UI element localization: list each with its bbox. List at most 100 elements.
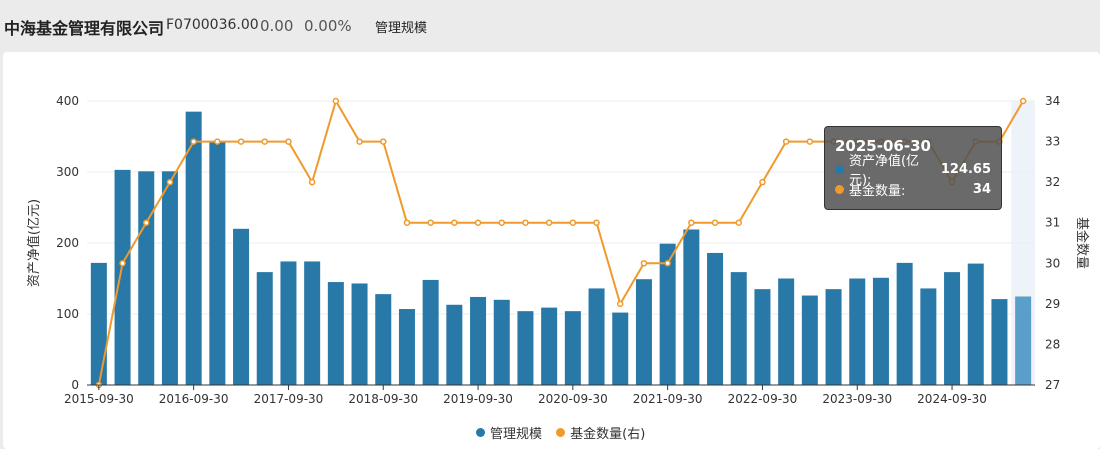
fund-count-point-2019-12-31[interactable]	[498, 219, 505, 226]
y-right-tick-label: 27	[1045, 378, 1060, 392]
bar-2024-09-30[interactable]	[944, 272, 961, 385]
fund-count-point-2019-09-30[interactable]	[474, 219, 482, 226]
fund-count-point-2022-12-31[interactable]	[782, 138, 790, 145]
fund-count-point-2017-03-31[interactable]	[237, 138, 245, 145]
y-right-tick-label: 33	[1045, 135, 1060, 149]
fund-count-point-2020-06-30[interactable]	[545, 219, 553, 226]
legend-item-bar[interactable]: 管理规模	[476, 423, 542, 442]
bar-2015-09-30[interactable]	[90, 262, 107, 385]
bar-2016-03-31[interactable]	[138, 171, 155, 385]
fund-count-point-2018-09-30[interactable]	[380, 138, 387, 145]
bar-2018-09-30[interactable]	[375, 294, 392, 385]
x-tick-label: 2023-09-30	[822, 392, 892, 406]
bar-2016-09-30[interactable]	[185, 111, 202, 386]
x-tick-label: 2016-09-30	[159, 392, 229, 406]
bar-2021-03-31[interactable]	[612, 312, 629, 385]
tooltip-row-count: 基金数量: 34	[835, 179, 991, 199]
bar-2018-12-31[interactable]	[398, 309, 415, 385]
bar-2020-09-30[interactable]	[564, 311, 581, 385]
bar-2018-06-30[interactable]	[351, 283, 368, 385]
bar-2021-06-30[interactable]	[635, 279, 652, 385]
fund-count-point-2016-03-31[interactable]	[143, 219, 150, 226]
x-tick-label: 2019-09-30	[443, 392, 513, 406]
tooltip-row-assets: 资产净值(亿元): 124.65	[835, 154, 991, 188]
fund-count-point-2019-03-31[interactable]	[427, 219, 434, 226]
bar-2024-06-30[interactable]	[920, 288, 937, 385]
fund-count-point-2025-06-30[interactable]	[1019, 97, 1027, 105]
bar-2023-12-31[interactable]	[872, 277, 889, 385]
bar-2022-03-31[interactable]	[707, 252, 724, 385]
y-right-tick-label: 34	[1045, 94, 1060, 108]
bar-2025-06-30[interactable]	[1015, 296, 1032, 385]
bar-2023-06-30[interactable]	[825, 289, 842, 385]
fund-count-point-2018-06-30[interactable]	[356, 138, 363, 145]
fund-count-point-2021-09-30[interactable]	[664, 260, 671, 267]
tooltip-assets-label: 资产净值(亿元):	[848, 154, 920, 188]
tooltip-count-label: 基金数量:	[849, 183, 906, 199]
y-left-tick-label: 300	[56, 165, 79, 179]
legend-item-line[interactable]: 基金数量(右)	[556, 423, 645, 442]
bar-2019-09-30[interactable]	[470, 296, 487, 385]
bar-2019-03-31[interactable]	[422, 279, 439, 385]
bar-2025-03-31[interactable]	[991, 299, 1008, 385]
bar-2022-12-31[interactable]	[778, 278, 795, 386]
fund-count-point-2017-06-30[interactable]	[261, 138, 268, 145]
bar-2021-12-31[interactable]	[683, 229, 700, 385]
fund-count-point-2019-06-30[interactable]	[451, 219, 458, 226]
fund-count-point-2021-12-31[interactable]	[688, 219, 695, 226]
fund-count-point-2018-03-31[interactable]	[332, 97, 340, 105]
fund-count-point-2023-03-31[interactable]	[806, 138, 814, 145]
bar-2020-03-31[interactable]	[517, 311, 534, 385]
fund-count-point-2020-03-31[interactable]	[522, 219, 529, 226]
bar-2016-06-30[interactable]	[161, 171, 178, 385]
header-bar: 中海基金管理有限公司 F0700036.00 0.00 0.00% 管理规模	[0, 0, 1100, 50]
bar-2017-09-30[interactable]	[280, 261, 297, 385]
bar-2020-12-31[interactable]	[588, 288, 605, 385]
fund-count-point-2015-12-31[interactable]	[119, 260, 126, 267]
bar-2017-03-31[interactable]	[233, 228, 250, 385]
tab-management-scale[interactable]: 管理规模	[375, 21, 428, 36]
bar-2017-06-30[interactable]	[256, 272, 273, 385]
bar-2024-03-31[interactable]	[896, 262, 913, 385]
change-percent: 0.00%	[304, 17, 352, 35]
fund-code: F0700036.00	[166, 17, 259, 33]
fund-count-point-2021-06-30[interactable]	[640, 260, 648, 267]
bar-2015-12-31[interactable]	[114, 169, 131, 385]
tooltip-assets-value: 124.65	[940, 161, 991, 177]
y-left-tick-label: 0	[71, 378, 79, 392]
fund-count-point-2022-09-30[interactable]	[759, 178, 766, 186]
bar-2022-09-30[interactable]	[754, 289, 771, 385]
tooltip-bar-dot	[835, 164, 844, 174]
fund-count-point-2016-12-31[interactable]	[214, 138, 221, 145]
bar-2021-09-30[interactable]	[659, 243, 676, 385]
chart-tooltip: 2025-06-30 资产净值(亿元): 124.65 基金数量: 34	[824, 126, 1002, 210]
y-axis-left-title: 资产净值(亿元)	[26, 199, 42, 287]
bar-2019-06-30[interactable]	[446, 304, 463, 385]
tooltip-line-dot	[835, 184, 844, 194]
bar-2022-06-30[interactable]	[730, 272, 747, 385]
x-tick-label: 2024-09-30	[917, 392, 987, 406]
fund-count-point-2020-12-31[interactable]	[593, 219, 600, 226]
bar-2023-03-31[interactable]	[801, 295, 818, 385]
fund-count-point-2017-12-31[interactable]	[308, 178, 316, 186]
fund-count-point-2022-06-30[interactable]	[735, 219, 742, 226]
bar-2018-03-31[interactable]	[327, 282, 344, 385]
fund-count-point-2020-09-30[interactable]	[569, 219, 577, 226]
bar-2017-12-31[interactable]	[304, 261, 321, 385]
bar-2016-12-31[interactable]	[209, 142, 226, 385]
legend-bar-dot	[476, 428, 485, 437]
bar-2024-12-31[interactable]	[967, 263, 984, 385]
chart-legend: 管理规模 基金数量(右)	[476, 423, 655, 442]
fund-count-point-2017-09-30[interactable]	[285, 138, 292, 145]
fund-count-point-2022-03-31[interactable]	[711, 219, 719, 226]
bar-2019-12-31[interactable]	[493, 299, 510, 385]
fund-count-point-2016-06-30[interactable]	[166, 178, 174, 186]
y-right-tick-label: 28	[1045, 337, 1060, 351]
bar-2023-09-30[interactable]	[849, 278, 866, 386]
x-tick-label: 2022-09-30	[728, 392, 798, 406]
fund-count-point-2018-12-31[interactable]	[403, 219, 411, 226]
fund-count-point-2016-09-30[interactable]	[190, 138, 197, 145]
fund-count-point-2021-03-31[interactable]	[617, 300, 624, 308]
y-right-tick-label: 31	[1045, 216, 1060, 230]
bar-2020-06-30[interactable]	[541, 307, 558, 385]
